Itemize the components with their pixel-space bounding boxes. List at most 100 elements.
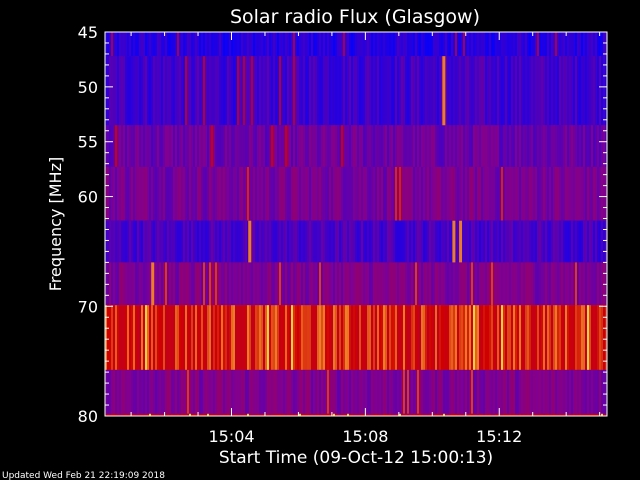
heatmap-cell: [261, 262, 263, 306]
heatmap-cell: [269, 32, 271, 57]
heatmap-cell: [437, 413, 439, 416]
heatmap-cell: [235, 220, 237, 263]
heatmap-cell: [359, 262, 361, 306]
heatmap-cell: [345, 56, 347, 126]
heatmap-cell: [363, 220, 365, 263]
heatmap-cell: [419, 32, 421, 57]
heatmap-cell: [541, 166, 543, 221]
heatmap-cell: [455, 166, 457, 221]
heatmap-cell: [245, 166, 247, 221]
heatmap-cell: [145, 32, 147, 57]
heatmap-cell: [119, 262, 121, 306]
heatmap-cell: [597, 305, 599, 370]
heatmap-cell: [473, 369, 475, 414]
heatmap-cell: [491, 166, 493, 221]
heatmap-cell: [357, 32, 359, 57]
heatmap-cell: [353, 369, 355, 414]
heatmap-cell: [589, 220, 591, 263]
heatmap-cell: [143, 56, 145, 126]
heatmap-cell: [127, 262, 129, 306]
heatmap-cell: [533, 56, 535, 126]
heatmap-cell: [369, 369, 371, 414]
heatmap-cell: [381, 413, 383, 416]
heatmap-cell: [405, 262, 407, 306]
heatmap-cell: [555, 56, 557, 126]
heatmap-cell: [333, 220, 335, 263]
heatmap-cell: [267, 305, 269, 370]
heatmap-cell: [283, 305, 285, 370]
heatmap-cell: [377, 125, 379, 167]
heatmap-cell: [429, 32, 431, 57]
heatmap-cell: [471, 262, 473, 306]
heatmap-cell: [279, 369, 281, 414]
heatmap-cell: [247, 369, 249, 414]
heatmap-cell: [585, 125, 587, 167]
heatmap-cell: [465, 125, 467, 167]
heatmap-cell: [161, 305, 163, 370]
heatmap-cell: [369, 125, 371, 167]
heatmap-cell: [111, 56, 113, 126]
heatmap-cell: [509, 125, 511, 167]
heatmap-cell: [527, 125, 529, 167]
heatmap-cell: [441, 56, 443, 126]
heatmap-cell: [467, 32, 469, 57]
heatmap-cell: [295, 305, 297, 370]
heatmap-cell: [599, 369, 601, 414]
heatmap-cell: [173, 166, 175, 221]
heatmap-cell: [213, 413, 215, 416]
heatmap-cell: [237, 220, 239, 263]
heatmap-cell: [239, 262, 241, 306]
heatmap-cell: [291, 262, 293, 306]
heatmap-cell: [363, 125, 365, 167]
frequency-band: [105, 56, 607, 126]
heatmap-cell: [489, 56, 491, 126]
heatmap-cell: [303, 262, 305, 306]
heatmap-cell: [173, 220, 175, 263]
heatmap-cell: [135, 369, 137, 414]
heatmap-cell: [197, 56, 199, 126]
heatmap-cell: [203, 220, 205, 263]
heatmap-cell: [315, 220, 317, 263]
heatmap-cell: [443, 369, 445, 414]
heatmap-cell: [325, 125, 327, 167]
heatmap-cell: [145, 125, 147, 167]
heatmap-cell: [365, 32, 367, 57]
heatmap-cell: [399, 56, 401, 126]
heatmap-cell: [251, 166, 253, 221]
heatmap-cell: [241, 32, 243, 57]
heatmap-cell: [417, 32, 419, 57]
heatmap-cell: [257, 166, 259, 221]
heatmap-cell: [469, 125, 471, 167]
heatmap-cell: [239, 56, 241, 126]
heatmap-cell: [451, 125, 453, 167]
heatmap-cell: [515, 305, 517, 370]
heatmap-cell: [399, 262, 401, 306]
heatmap-cell: [349, 369, 351, 414]
heatmap-cell: [179, 32, 181, 57]
heatmap-cell: [545, 262, 547, 306]
heatmap-cell: [311, 369, 313, 414]
heatmap-cell: [173, 125, 175, 167]
heatmap-cell: [149, 32, 151, 57]
heatmap-cell: [569, 413, 571, 416]
heatmap-cell: [235, 262, 237, 306]
heatmap-cell: [181, 262, 183, 306]
heatmap-cell: [385, 262, 387, 306]
heatmap-cell: [511, 166, 513, 221]
heatmap-cell: [209, 220, 211, 263]
heatmap-cell: [233, 220, 235, 263]
heatmap-cell: [205, 262, 207, 306]
heatmap-cell: [199, 413, 201, 416]
heatmap-cell: [407, 125, 409, 167]
heatmap-cell: [207, 56, 209, 126]
heatmap-cell: [457, 305, 459, 370]
heatmap-cell: [371, 369, 373, 414]
heatmap-cell: [287, 413, 289, 416]
heatmap-cell: [605, 32, 607, 57]
heatmap-cell: [605, 262, 607, 306]
heatmap-cell: [423, 369, 425, 414]
heatmap-cell: [149, 56, 151, 126]
heatmap-cell: [213, 32, 215, 57]
heatmap-cell: [315, 413, 317, 416]
heatmap-cell: [517, 166, 519, 221]
